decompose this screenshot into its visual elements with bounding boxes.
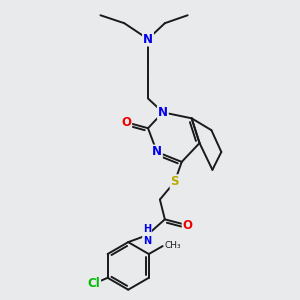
Text: Cl: Cl (87, 277, 100, 290)
Text: S: S (170, 175, 179, 188)
Text: O: O (183, 219, 193, 232)
Text: O: O (121, 116, 131, 129)
Text: N: N (152, 146, 162, 158)
Text: H
N: H N (143, 224, 151, 246)
Text: N: N (158, 106, 168, 119)
Text: N: N (143, 32, 153, 46)
Text: CH₃: CH₃ (165, 241, 181, 250)
